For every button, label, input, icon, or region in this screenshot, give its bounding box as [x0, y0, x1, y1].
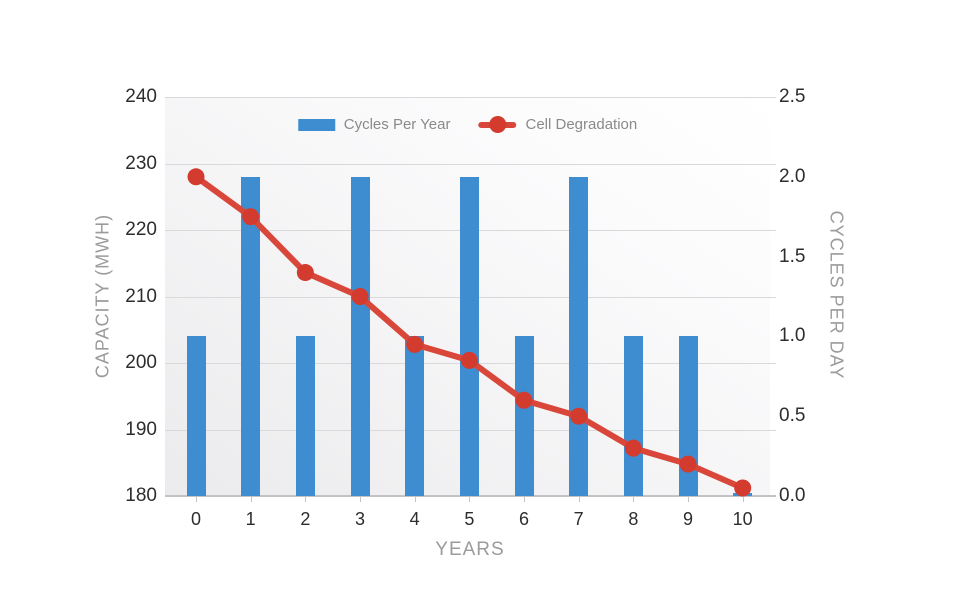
left-axis-tick-label-220: 220	[125, 219, 157, 240]
legend-label-cycles-per-year: Cycles Per Year	[343, 116, 451, 133]
x-axis-tick-mark-1	[250, 497, 252, 502]
x-axis-tick-mark-4	[414, 497, 416, 502]
bar-year-9[interactable]	[678, 336, 698, 496]
right-axis-tick-label-0.5: 0.5	[779, 405, 806, 427]
bar-year-2[interactable]	[295, 336, 315, 496]
bar-year-0[interactable]	[186, 336, 206, 496]
x-axis-tick-mark-2	[305, 497, 307, 502]
legend-item-cell-degradation[interactable]: Cell Degradation	[478, 116, 638, 133]
cell-degradation-point-year-5[interactable]	[460, 351, 478, 369]
legend-label-cell-degradation: Cell Degradation	[525, 116, 638, 133]
bar-year-3[interactable]	[350, 176, 370, 496]
cell-degradation-point-year-7[interactable]	[570, 407, 588, 425]
x-axis-tick-label-5: 5	[464, 509, 475, 529]
x-axis-tick-label-6: 6	[519, 509, 530, 529]
left-axis-tick-label-210: 210	[125, 285, 157, 307]
left-axis-tick-label-230: 230	[125, 152, 157, 174]
cell-degradation-point-year-1[interactable]	[242, 208, 260, 226]
x-axis-tick-label-1: 1	[245, 509, 256, 529]
bar-year-1[interactable]	[241, 176, 261, 496]
x-axis-tick-label-2: 2	[300, 509, 311, 529]
cell-degradation-point-year-3[interactable]	[351, 288, 369, 305]
bar-year-4[interactable]	[405, 336, 425, 496]
right-axis-tick-label-2.0: 2.0	[779, 165, 806, 187]
x-axis-tick-mark-10	[742, 497, 744, 502]
cell-degradation-point-year-0[interactable]	[187, 168, 205, 186]
legend: Cycles Per Year Cell Degradation	[297, 116, 638, 133]
x-axis-tick-mark-3	[360, 497, 361, 502]
cell-degradation-point-year-9[interactable]	[679, 455, 697, 473]
x-axis-tick-label-3: 3	[354, 509, 365, 529]
bar-year-8[interactable]	[623, 336, 643, 496]
right-axis-tick-label-1.5: 1.5	[779, 245, 806, 267]
degradation-line-layer	[187, 168, 752, 497]
x-axis-tick-mark-0	[196, 497, 197, 502]
left-axis-tick-label-180: 180	[125, 485, 157, 506]
x-axis-tick-label-9: 9	[683, 509, 694, 529]
left-axis-tick-label-240: 240	[125, 86, 157, 107]
plot-area: Cycles Per Year Cell Degradation	[165, 97, 776, 497]
bar-series-swatch-icon	[297, 118, 335, 131]
right-axis-title: CYCLES PER DAY	[826, 210, 847, 380]
left-axis-tick-label-200: 200	[125, 352, 157, 373]
x-axis-tick-label-8: 8	[628, 509, 639, 529]
x-axis-tick-label-4: 4	[409, 509, 420, 529]
x-axis-tick-mark-7	[578, 497, 580, 502]
x-axis-line	[165, 495, 776, 497]
x-axis-title: YEARS	[435, 539, 505, 560]
bar-year-6[interactable]	[514, 336, 534, 496]
right-axis-tick-label-2.5: 2.5	[779, 86, 806, 107]
x-axis-tick-mark-6	[524, 497, 526, 502]
x-axis-tick-label-7: 7	[573, 509, 584, 529]
gridline-240	[165, 97, 776, 98]
right-axis-tick-label-1.0: 1.0	[779, 325, 806, 347]
x-axis-tick-mark-8	[633, 497, 635, 502]
line-series-swatch-icon	[478, 116, 517, 133]
legend-item-cycles-per-year[interactable]: Cycles Per Year	[297, 116, 451, 133]
cell-degradation-line[interactable]	[193, 173, 746, 492]
x-axis-tick-mark-5	[469, 497, 471, 502]
right-axis-tick-label-0.0: 0.0	[779, 485, 806, 506]
cell-degradation-point-year-4[interactable]	[406, 335, 424, 353]
x-axis-tick-label-0: 0	[190, 509, 201, 529]
gridline-230	[165, 163, 776, 165]
cell-degradation-point-year-10[interactable]	[734, 479, 752, 497]
cell-degradation-point-year-8[interactable]	[624, 439, 642, 457]
cell-degradation-point-year-6[interactable]	[515, 391, 533, 409]
left-axis-tick-label-190: 190	[125, 418, 157, 440]
x-axis-tick-mark-9	[688, 497, 690, 502]
x-axis-tick-label-10: 10	[732, 509, 753, 529]
cell-degradation-point-year-2[interactable]	[296, 264, 314, 282]
bar-year-5[interactable]	[459, 176, 479, 496]
